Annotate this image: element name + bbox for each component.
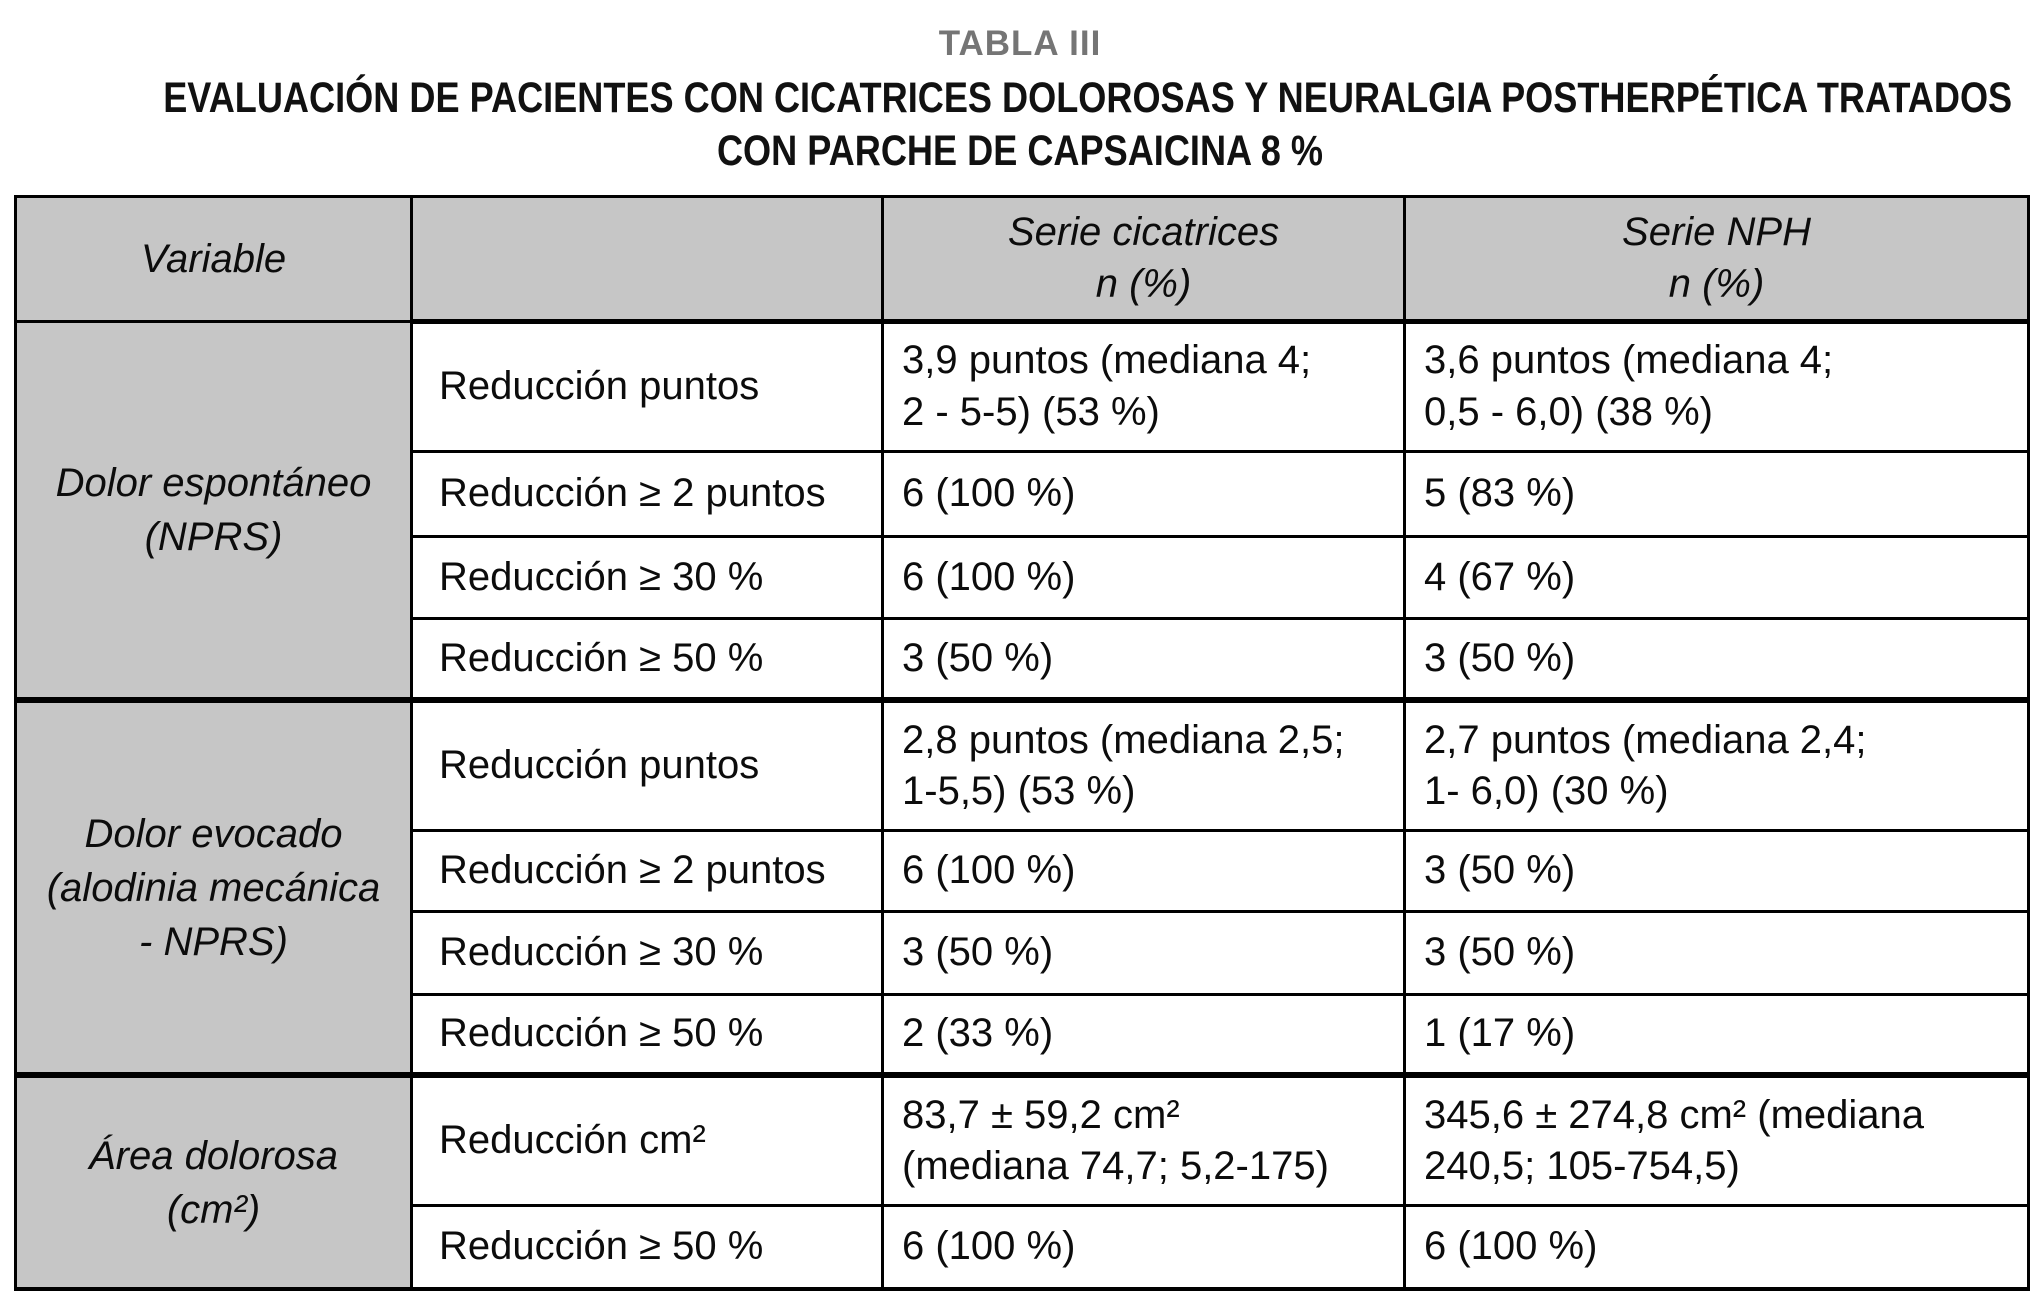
cicatrices-value-cell: 3,9 puntos (mediana 4; 2 - 5-5) (53 %) <box>881 319 1406 453</box>
table-row: Reducción ≥ 2 puntos 6 (100 %) 5 (83 %) <box>16 449 2030 538</box>
nph-value-cell: 3 (50 %) <box>1403 616 2030 702</box>
table-row: Reducción ≥ 50 % 3 (50 %) 3 (50 %) <box>16 616 2030 702</box>
table-row: Dolor evocado (alodinia mecánica - NPRS)… <box>14 697 2030 1077</box>
nph-value-cell: 3 (50 %) <box>1403 909 2030 996</box>
header-variable: Variable <box>14 194 413 323</box>
cicatrices-value-cell: 3 (50 %) <box>881 909 1406 996</box>
cicatrices-value-cell: 2,8 puntos (mediana 2,5; 1-5,5) (53 %) <box>881 697 1406 832</box>
nph-value-cell: 3,6 puntos (mediana 4; 0,5 - 6,0) (38 %) <box>1403 319 2030 453</box>
row-label-cell: Reducción ≥ 50 % <box>410 616 884 702</box>
cicatrices-value-cell: 2 (33 %) <box>881 992 1406 1077</box>
caption-line-1: EVALUACIÓN DE PACIENTES CON CICATRICES D… <box>163 74 2013 122</box>
table-row: Reducción ≥ 2 puntos 6 (100 %) 3 (50 %) <box>16 828 2030 913</box>
nph-value-cell: 6 (100 %) <box>1403 1203 2030 1291</box>
header-empty <box>410 194 884 324</box>
row-label-cell: Reducción puntos <box>410 319 884 453</box>
caption-line-2: CON PARCHE DE CAPSAICINA 8 % <box>716 127 1324 176</box>
row-label-cell: Reducción ≥ 50 % <box>410 992 884 1077</box>
row-label-cell: Reducción cm² <box>410 1072 884 1207</box>
variable-cell-area-dolorosa: Área dolorosa (cm²) <box>14 1072 413 1291</box>
table-caption: EVALUACIÓN DE PACIENTES CON CICATRICES D… <box>163 72 2013 179</box>
cicatrices-value-cell: 3 (50 %) <box>881 616 1406 702</box>
table-row: Reducción ≥ 50 % 2 (33 %) 1 (17 %) <box>16 992 2030 1077</box>
cicatrices-value-cell: 6 (100 %) <box>881 534 1406 620</box>
cicatrices-value-cell: 6 (100 %) <box>881 828 1406 913</box>
cicatrices-value-cell: 83,7 ± 59,2 cm² (mediana 74,7; 5,2-175) <box>881 1072 1406 1207</box>
table-number-title: TABLA III <box>938 24 1102 63</box>
nph-value-cell: 345,6 ± 274,8 cm² (mediana 240,5; 105-75… <box>1403 1072 2030 1207</box>
row-label-cell: Reducción ≥ 2 puntos <box>410 449 884 538</box>
variable-cell-dolor-evocado: Dolor evocado (alodinia mecánica - NPRS) <box>14 697 413 1077</box>
paper-heading: TABLA III EVALUACIÓN DE PACIENTES CON CI… <box>0 0 2040 179</box>
table-row: Reducción ≥ 30 % 6 (100 %) 4 (67 %) <box>16 534 2030 620</box>
header-serie-cicatrices: Serie cicatrices n (%) <box>881 194 1406 324</box>
row-label-cell: Reducción ≥ 50 % <box>410 1203 884 1291</box>
results-table: Variable Serie cicatrices n (%) Serie NP… <box>14 194 2030 1292</box>
cicatrices-value-cell: 6 (100 %) <box>881 449 1406 538</box>
row-label-cell: Reducción ≥ 2 puntos <box>410 828 884 913</box>
nph-value-cell: 2,7 puntos (mediana 2,4; 1- 6,0) (30 %) <box>1403 697 2030 832</box>
nph-value-cell: 5 (83 %) <box>1403 449 2030 538</box>
row-label-cell: Reducción puntos <box>410 697 884 832</box>
nph-value-cell: 4 (67 %) <box>1403 534 2030 620</box>
cicatrices-value-cell: 6 (100 %) <box>881 1203 1406 1291</box>
table-row: Reducción ≥ 30 % 3 (50 %) 3 (50 %) <box>16 909 2030 996</box>
table-row: Área dolorosa (cm²) Reducción cm² 83,7 ±… <box>14 1072 2030 1291</box>
table-row: Dolor espontáneo (NPRS) Reducción puntos… <box>14 319 2030 702</box>
header-serie-nph: Serie NPH n (%) <box>1403 194 2030 324</box>
nph-value-cell: 3 (50 %) <box>1403 828 2030 913</box>
variable-cell-dolor-espontaneo: Dolor espontáneo (NPRS) <box>14 319 413 702</box>
row-label-cell: Reducción ≥ 30 % <box>410 534 884 620</box>
nph-value-cell: 1 (17 %) <box>1403 992 2030 1077</box>
header-row: Variable Serie cicatrices n (%) Serie NP… <box>14 194 2030 324</box>
row-label-cell: Reducción ≥ 30 % <box>410 909 884 996</box>
table-row: Reducción ≥ 50 % 6 (100 %) 6 (100 %) <box>16 1203 2030 1291</box>
